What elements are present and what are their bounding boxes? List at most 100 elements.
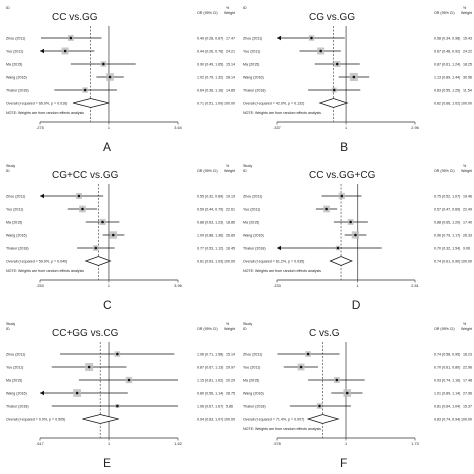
point-estimate: [87, 365, 91, 369]
study-row: Ma (2015) 0.88 (0.65, 1.20) 17.40: [243, 219, 472, 225]
header-study: Study: [6, 322, 15, 326]
x-tick-label: 3.96: [174, 284, 181, 288]
point-estimate: [345, 391, 349, 395]
study-weight: 15.37: [463, 404, 472, 408]
study-row: Wang (2016) 1.01 (0.89, 1.14) 27.96: [243, 389, 472, 397]
x-tick-label: 1: [108, 284, 110, 288]
study-or: 1.09 (0.88, 1.36): [197, 233, 223, 237]
overall-label: Overall (I-squared = 61.2%, p = 0.035): [243, 259, 304, 263]
overall-diamond: [306, 414, 340, 424]
study-weight: 5.86: [226, 404, 233, 408]
ci-arrow: [40, 193, 44, 199]
point-estimate: [354, 233, 357, 237]
study-row: Wang (2016) 1.09 (0.88, 1.36) 26.89: [6, 231, 235, 239]
study-label: Yue (2011): [6, 49, 23, 53]
study-row: Yue (2011) 0.67 (0.48, 0.92) 24.22: [243, 47, 472, 55]
x-tick-label: .275: [36, 126, 43, 130]
study-or: 0.96 (0.79, 1.17): [434, 233, 460, 237]
point-estimate: [81, 207, 84, 211]
x-tick-label: 1.62: [174, 442, 181, 446]
x-tick-label: .233: [273, 284, 280, 288]
overall-label: Overall (I-squared = 59.9%, p = 0.040): [6, 259, 67, 263]
study-row: Ma (2015) 0.93 (0.74, 1.16) 17.48: [243, 377, 472, 383]
study-weight: 14.85: [226, 88, 235, 92]
study-row: Zhou (2011) 0.74 (0.58, 0.95) 16.23: [243, 351, 472, 357]
study-weight: 17.47: [226, 36, 235, 40]
weights-note: NOTE: Weights are from random effects an…: [6, 269, 84, 273]
x-tick-label: 2.96: [411, 126, 418, 130]
overall-weight: 100.00: [224, 101, 235, 105]
header-pct: %: [226, 322, 230, 326]
study-row: Yue (2011) 0.87 (0.67, 1.13) 29.97: [6, 363, 235, 371]
study-weight: 26.89: [226, 233, 235, 237]
point-estimate: [116, 404, 119, 408]
study-label: Zhou (2011): [243, 352, 262, 356]
study-weight: 9.06: [463, 246, 470, 250]
study-label: Ma (2015): [243, 62, 259, 66]
overall-or: 0.82 (0.66, 1.02): [434, 101, 460, 105]
study-row: Ma (2015) 1.15 (0.81, 1.62) 20.29: [6, 376, 235, 384]
study-weight: 19.19: [226, 194, 235, 198]
study-weight: 15.14: [226, 62, 235, 66]
study-or: 0.59 (0.44, 0.79): [197, 207, 223, 211]
weights-note: NOTE: Weights are from random effects an…: [6, 111, 84, 115]
point-estimate: [77, 194, 81, 198]
study-row: Ma (2015) 0.87 (0.61, 1.24) 18.25: [243, 60, 472, 68]
study-row: Yue (2011) 0.57 (0.47, 0.69) 22.49: [243, 205, 472, 213]
study-weight: 16.45: [226, 246, 235, 250]
panel-letter: F: [340, 456, 347, 470]
overall-or: 0.94 (0.83, 1.07): [197, 417, 223, 421]
overall-diamond: [72, 98, 110, 108]
header-or: OR (95% CI): [197, 327, 218, 331]
study-label: Zhou (2011): [6, 194, 25, 198]
panel-letter: D: [352, 298, 361, 312]
overall-weight: 100.00: [224, 259, 235, 263]
study-or: 0.44 (0.26, 0.76): [197, 49, 223, 53]
study-or: 0.70 (0.32, 1.54): [434, 246, 460, 250]
weights-note: NOTE: Weights are from random effects an…: [243, 269, 321, 273]
point-estimate: [332, 88, 336, 92]
header-study: ID: [6, 6, 10, 10]
point-estimate: [69, 36, 73, 40]
header-weight: Weight: [461, 11, 472, 15]
study-label: Zhou (2011): [243, 194, 262, 198]
study-or: 1.01 (0.89, 1.14): [434, 391, 460, 395]
study-label: Zhou (2011): [243, 36, 262, 40]
study-label: Thakur (2018): [6, 404, 29, 408]
overall-diamond: [329, 256, 353, 266]
study-label: Wang (2016): [6, 233, 27, 237]
point-estimate: [349, 220, 352, 224]
overall-label: Overall (I-squared = 66.9%, p = 0.016): [6, 101, 67, 105]
study-label: Thakur (2018): [243, 404, 266, 408]
study-label: Zhou (2011): [6, 352, 25, 356]
study-weight: 28.75: [226, 391, 235, 395]
study-or: 1.13 (0.89, 1.44): [434, 75, 460, 79]
header-pct: %: [463, 6, 467, 10]
study-or: 1.02 (0.79, 1.32): [197, 75, 223, 79]
study-or: 0.55 (0.32, 0.89): [197, 194, 223, 198]
study-label: Wang (2016): [243, 75, 264, 79]
study-label: Wang (2016): [6, 391, 27, 395]
x-tick-label: .617: [36, 442, 43, 446]
x-tick-label: 3.64: [174, 126, 181, 130]
header-study: Study: [243, 322, 252, 326]
x-tick-label: 2.81: [411, 284, 418, 288]
panel-letter: E: [103, 456, 111, 470]
study-row: Zhou (2011) 1.06 (0.71, 1.58) 15.14: [6, 351, 235, 357]
study-label: Thakur (2018): [243, 246, 266, 250]
overall-weight: 100.00: [461, 417, 472, 421]
x-tick-label: .253: [36, 284, 43, 288]
study-or: 0.49 (0.28, 0.87): [197, 36, 223, 40]
study-or: 0.81 (0.64, 1.04): [434, 404, 460, 408]
study-label: Yue (2011): [243, 49, 260, 53]
point-estimate: [325, 207, 328, 211]
overall-weight: 100.00: [461, 259, 472, 263]
point-estimate: [116, 352, 119, 356]
study-weight: 22.96: [463, 365, 472, 369]
overall-or: 0.74 (0.61, 0.90): [434, 259, 460, 263]
x-tick-label: .337: [273, 126, 280, 130]
point-estimate: [318, 404, 321, 408]
